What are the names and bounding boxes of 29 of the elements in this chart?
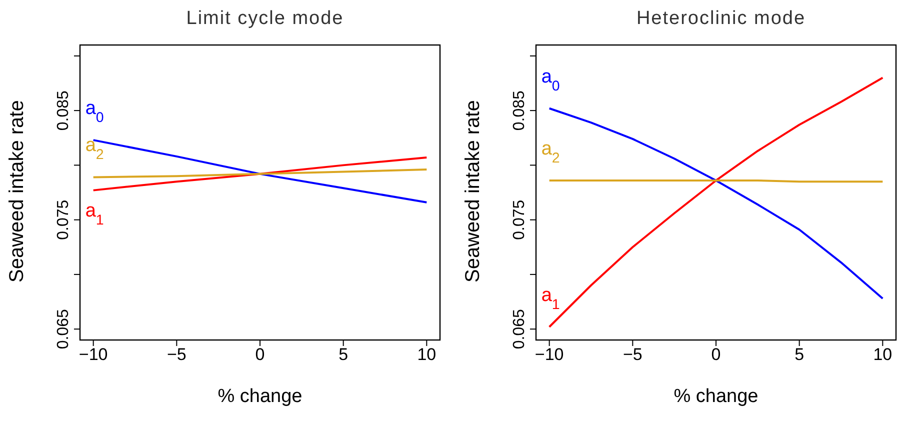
x-tick-label: −10 (78, 345, 108, 364)
y-axis-title: Seaweed intake rate (6, 100, 28, 282)
series-label: a$_{2}$ (85, 135, 104, 164)
x-tick-label: 10 (873, 345, 892, 364)
y-tick-label: 0.075 (55, 200, 72, 240)
x-tick-label: 0 (255, 345, 265, 364)
y-tick-label: 0.085 (511, 90, 528, 131)
x-tick-label: 0 (711, 345, 721, 364)
chart-title: Heteroclinic mode (635, 8, 807, 30)
series-label: a$_{0}$ (541, 66, 560, 94)
series-label: a$_{1}$ (85, 200, 104, 228)
x-axis-title: % change (674, 386, 758, 407)
y-axis-title: Seaweed intake rate (462, 100, 484, 282)
series-label: a$_{2}$ (541, 138, 560, 166)
x-tick-label: 10 (417, 345, 436, 364)
x-tick-label: −5 (622, 345, 642, 364)
y-tick-label: 0.065 (55, 308, 72, 350)
line-series (92, 168, 428, 178)
series-label: a$_{1}$ (541, 284, 560, 313)
chart-title: Limit cycle mode (185, 8, 345, 30)
x-tick-label: −10 (534, 345, 564, 364)
y-tick-label: 0.085 (55, 90, 72, 131)
y-tick-label: 0.065 (511, 308, 528, 350)
x-tick-label: 5 (338, 345, 348, 364)
x-tick-label: 5 (794, 345, 804, 364)
series-label: a$_{0}$ (85, 98, 104, 126)
x-tick-label: −5 (166, 345, 186, 364)
x-axis-title: % change (218, 386, 302, 407)
y-tick-label: 0.075 (511, 200, 528, 240)
